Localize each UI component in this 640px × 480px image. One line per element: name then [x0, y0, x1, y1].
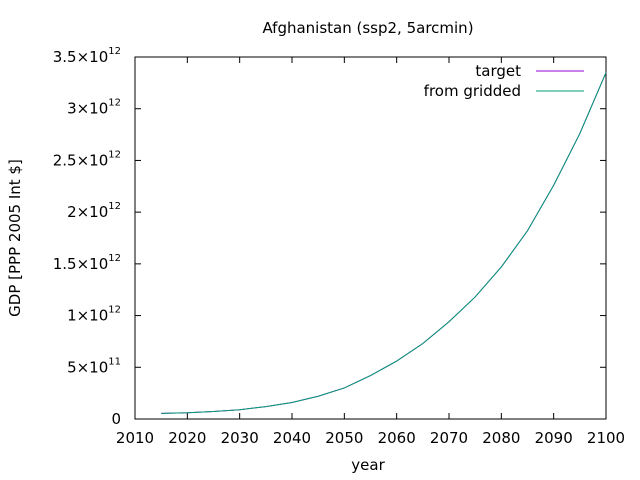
x-tick-label: 2100: [587, 429, 625, 447]
x-tick-label: 2050: [325, 429, 363, 447]
legend-label: from gridded: [424, 82, 521, 100]
series-line-from-gridded: [161, 72, 607, 414]
y-tick-label: 3.5×1012: [53, 46, 121, 66]
legend: target from gridded: [424, 62, 584, 100]
x-tick-label: 2020: [168, 429, 206, 447]
series-layer: [161, 72, 607, 414]
x-axis-label: year: [351, 456, 385, 474]
plot-area-border: [134, 56, 607, 420]
y-tick-label: 3×1012: [67, 98, 121, 118]
series-line-target: [161, 72, 607, 414]
y-tick-label: 1×1012: [67, 305, 121, 325]
chart-title: Afghanistan (ssp2, 5arcmin): [262, 19, 473, 37]
y-tick-label: 2.5×1012: [53, 149, 121, 169]
y-axis-label: GDP [PPP 2005 Int $]: [6, 159, 24, 317]
y-axis: 0 5×1011 1×1012 1.5×1012 2×1012 2.5×1012 3×101…: [53, 46, 606, 428]
x-tick-label: 2030: [221, 429, 259, 447]
y-tick-label: 2×1012: [67, 201, 121, 221]
x-tick-label: 2090: [535, 429, 573, 447]
x-tick-label: 2080: [482, 429, 520, 447]
x-tick-label: 2060: [378, 429, 416, 447]
x-axis: 2010 2020 2030 2040 2050 2060 2070 2080 2090 2100: [116, 57, 625, 447]
x-tick-label: 2010: [116, 429, 154, 447]
y-tick-label: 1.5×1012: [53, 253, 121, 273]
x-tick-label: 2070: [430, 429, 468, 447]
x-tick-label: 2040: [273, 429, 311, 447]
legend-label: target: [475, 62, 521, 80]
y-tick-label: 5×1011: [67, 356, 121, 376]
y-tick-label: 0: [111, 410, 121, 428]
